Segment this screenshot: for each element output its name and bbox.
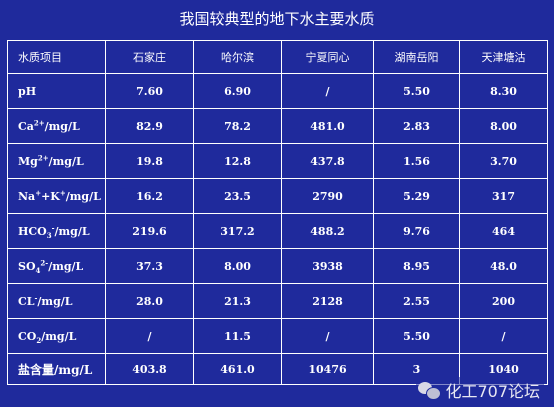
table-row: Mg2+/mg/L 19.8 12.8 437.8 1.56 3.70 [7,143,548,179]
wechat-icon [418,380,442,400]
table-cell: 48.0 [459,248,548,284]
table-cell: 7.60 [105,73,194,109]
row-label: pH [7,73,106,109]
header-cell: 宁夏同心 [281,40,374,74]
table-cell: 28.0 [105,283,194,319]
table-row: CO2/mg/L / 11.5 / 5.50 / [7,318,548,354]
table-cell: 488.2 [281,213,374,249]
table-cell: / [281,318,374,354]
table-row: pH 7.60 6.90 / 5.50 8.30 [7,73,548,109]
table-cell: 19.8 [105,143,194,179]
table-cell: 2128 [281,283,374,319]
table-cell: 481.0 [281,108,374,144]
table-cell: 5.29 [373,178,460,214]
table-cell: 219.6 [105,213,194,249]
table-cell: 37.3 [105,248,194,284]
table-cell: 8.30 [459,73,548,109]
table-cell: 3938 [281,248,374,284]
row-label: Ca2+/mg/L [7,108,106,144]
table-cell: 9.76 [373,213,460,249]
water-quality-table: 水质项目 石家庄 哈尔滨 宁夏同心 湖南岳阳 天津塘沽 pH 7.60 6.90… [7,40,548,385]
row-label: CL-/mg/L [7,283,106,319]
row-label: 盐含量/mg/L [7,353,106,385]
table-cell: 12.8 [193,143,282,179]
table-cell: 6.90 [193,73,282,109]
table-cell: / [281,73,374,109]
header-cell: 天津塘沽 [459,40,548,74]
watermark: 化工707论坛 [416,377,544,403]
table-cell: 464 [459,213,548,249]
table-row: Ca2+/mg/L 82.9 78.2 481.0 2.83 8.00 [7,108,548,144]
table-cell: 16.2 [105,178,194,214]
table-row: HCO3-/mg/L 219.6 317.2 488.2 9.76 464 [7,213,548,249]
table-header-row: 水质项目 石家庄 哈尔滨 宁夏同心 湖南岳阳 天津塘沽 [7,40,548,74]
table-cell: 2790 [281,178,374,214]
table-cell: 1.56 [373,143,460,179]
table-row: CL-/mg/L 28.0 21.3 2128 2.55 200 [7,283,548,319]
table-cell: 437.8 [281,143,374,179]
header-cell: 石家庄 [105,40,194,74]
table-cell: 2.55 [373,283,460,319]
table-cell: 78.2 [193,108,282,144]
slide-title: 我国较典型的地下水主要水质 [179,10,375,28]
table-cell: 461.0 [193,353,282,385]
watermark-text: 化工707论坛 [445,382,540,401]
table-cell: 21.3 [193,283,282,319]
table-cell: 10476 [281,353,374,385]
row-label: CO2/mg/L [7,318,106,354]
table-cell: 82.9 [105,108,194,144]
header-cell: 哈尔滨 [193,40,282,74]
row-label: Mg2+/mg/L [7,143,106,179]
row-label: SO42-/mg/L [7,248,106,284]
table-cell: 317 [459,178,548,214]
row-label: Na++K+/mg/L [7,178,106,214]
table-cell: 8.00 [459,108,548,144]
table-row: Na++K+/mg/L 16.2 23.5 2790 5.29 317 [7,178,548,214]
table-cell: / [459,318,548,354]
header-cell: 湖南岳阳 [373,40,460,74]
table-cell: 8.00 [193,248,282,284]
row-label: HCO3-/mg/L [7,213,106,249]
table-cell: 3.70 [459,143,548,179]
table-cell: 8.95 [373,248,460,284]
header-cell: 水质项目 [7,40,106,74]
table-cell: 23.5 [193,178,282,214]
table-cell: 2.83 [373,108,460,144]
table-cell: 317.2 [193,213,282,249]
table-cell: 200 [459,283,548,319]
table-cell: 5.50 [373,73,460,109]
table-cell: 5.50 [373,318,460,354]
table-row: 盐含量/mg/L 403.8 461.0 10476 3 1040 [7,353,548,385]
table-cell: 11.5 [193,318,282,354]
table-cell: 403.8 [105,353,194,385]
table-row: SO42-/mg/L 37.3 8.00 3938 8.95 48.0 [7,248,548,284]
table-cell: / [105,318,194,354]
